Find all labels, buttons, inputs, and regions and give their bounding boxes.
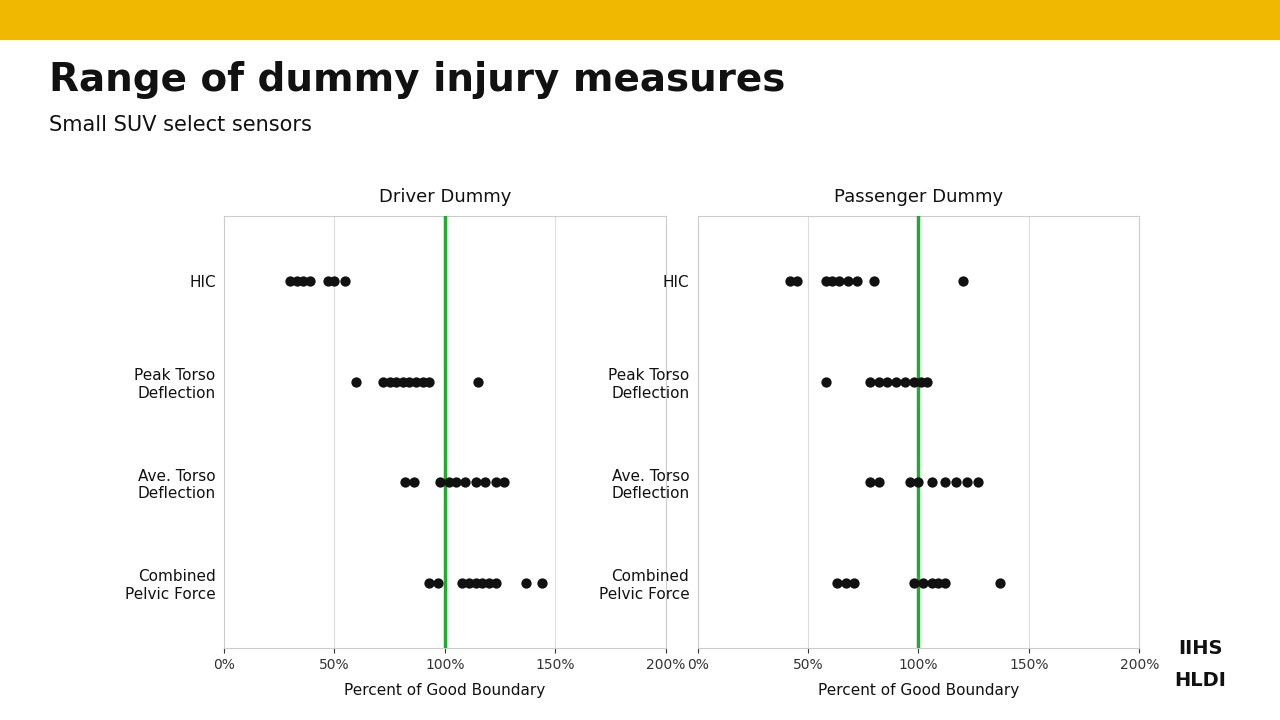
Point — [956, 477, 977, 488]
Point — [317, 276, 338, 287]
Point — [928, 577, 948, 588]
Point — [909, 477, 929, 488]
Point — [387, 376, 407, 387]
Point — [868, 376, 888, 387]
Point — [439, 477, 460, 488]
Point — [837, 276, 858, 287]
Point — [406, 376, 426, 387]
Point — [934, 577, 955, 588]
Point — [860, 376, 881, 387]
Point — [868, 477, 888, 488]
Point — [886, 376, 906, 387]
Point — [844, 577, 864, 588]
Text: Range of dummy injury measures: Range of dummy injury measures — [49, 61, 785, 99]
Text: IIHS: IIHS — [1178, 639, 1222, 657]
Point — [910, 376, 931, 387]
Point — [458, 577, 479, 588]
Point — [895, 376, 915, 387]
Point — [922, 577, 942, 588]
Point — [475, 477, 495, 488]
Point — [836, 577, 856, 588]
Point — [300, 276, 320, 287]
Point — [280, 276, 301, 287]
Point — [430, 477, 451, 488]
Point — [472, 577, 493, 588]
X-axis label: Percent of Good Boundary: Percent of Good Boundary — [818, 683, 1019, 698]
Point — [346, 376, 367, 387]
Point — [946, 477, 966, 488]
Point — [324, 276, 344, 287]
Point — [466, 577, 486, 588]
Point — [904, 376, 924, 387]
X-axis label: Percent of Good Boundary: Percent of Good Boundary — [344, 683, 545, 698]
Point — [787, 276, 808, 287]
Point — [403, 477, 424, 488]
Point — [922, 477, 942, 488]
Point — [419, 376, 439, 387]
Title: Passenger Dummy: Passenger Dummy — [833, 188, 1004, 206]
Point — [913, 577, 933, 588]
Point — [860, 477, 881, 488]
Point — [516, 577, 536, 588]
Point — [827, 577, 847, 588]
Point — [335, 276, 356, 287]
Point — [900, 477, 920, 488]
Point — [372, 376, 393, 387]
Point — [968, 477, 988, 488]
Point — [531, 577, 552, 588]
Point — [467, 376, 488, 387]
Point — [877, 376, 897, 387]
Point — [815, 276, 836, 287]
Point — [428, 577, 448, 588]
Point — [293, 276, 314, 287]
Point — [454, 477, 475, 488]
Point — [479, 577, 499, 588]
Point — [904, 577, 924, 588]
Point — [399, 376, 420, 387]
Point — [494, 477, 515, 488]
Text: Small SUV select sensors: Small SUV select sensors — [49, 115, 311, 135]
Point — [952, 276, 973, 287]
Text: HLDI: HLDI — [1174, 671, 1226, 690]
Point — [828, 276, 849, 287]
Point — [394, 477, 415, 488]
Point — [916, 376, 937, 387]
Point — [846, 276, 867, 287]
Point — [485, 577, 506, 588]
Point — [445, 477, 466, 488]
Title: Driver Dummy: Driver Dummy — [379, 188, 511, 206]
Point — [864, 276, 884, 287]
Point — [466, 477, 486, 488]
Point — [287, 276, 307, 287]
Point — [412, 376, 433, 387]
Point — [822, 276, 842, 287]
Point — [485, 477, 506, 488]
Point — [815, 376, 836, 387]
Point — [780, 276, 800, 287]
Point — [419, 577, 439, 588]
Point — [989, 577, 1010, 588]
Point — [393, 376, 413, 387]
Point — [934, 477, 955, 488]
Point — [379, 376, 399, 387]
Point — [452, 577, 472, 588]
